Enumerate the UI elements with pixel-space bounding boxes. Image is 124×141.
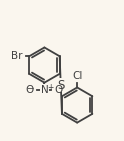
Text: Br: Br: [11, 51, 22, 61]
Text: +: +: [47, 83, 54, 92]
Text: O: O: [54, 85, 62, 95]
Text: −: −: [26, 83, 34, 92]
Text: O: O: [25, 85, 33, 95]
Text: S: S: [57, 79, 64, 92]
Text: Cl: Cl: [72, 71, 82, 81]
Text: N: N: [41, 85, 48, 95]
